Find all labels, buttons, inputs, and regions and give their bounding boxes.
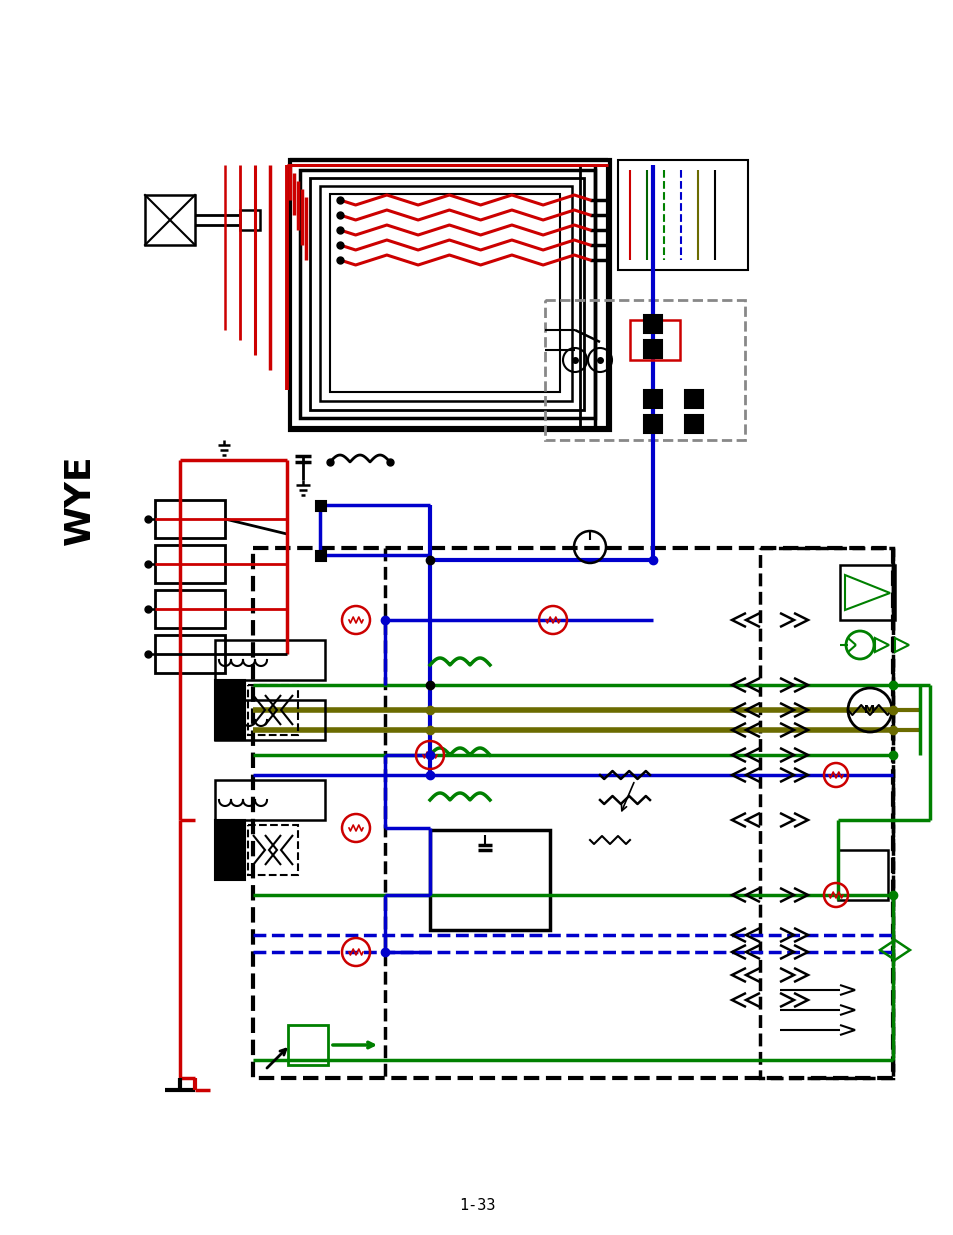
Bar (299, 170, 595, 417)
Bar (629, 320, 679, 359)
Bar (840, 564, 894, 620)
Bar (684, 415, 702, 433)
Text: WYE: WYE (63, 454, 97, 546)
Bar (154, 590, 225, 629)
Bar (643, 315, 661, 333)
Bar (214, 640, 325, 680)
Bar (214, 680, 245, 740)
Bar (544, 300, 744, 440)
Bar (214, 820, 245, 881)
Text: 1-33: 1-33 (458, 1198, 495, 1213)
Bar (430, 830, 550, 930)
Bar (319, 186, 572, 401)
Bar (154, 635, 225, 673)
Bar (310, 178, 583, 410)
Bar (288, 1025, 328, 1065)
Bar (330, 194, 559, 391)
Bar (154, 545, 225, 583)
Text: M: M (863, 705, 875, 715)
Bar (253, 548, 892, 1078)
Bar (760, 548, 892, 1078)
Bar (290, 161, 609, 430)
Bar (618, 161, 747, 270)
Bar (643, 340, 661, 358)
Bar (315, 551, 326, 561)
Bar (248, 685, 297, 735)
Bar (240, 210, 260, 230)
Bar (154, 500, 225, 538)
Bar (837, 850, 887, 900)
Bar (643, 390, 661, 408)
Bar (248, 825, 297, 876)
Bar (684, 390, 702, 408)
Bar (145, 195, 194, 245)
Bar (315, 501, 326, 511)
Bar (214, 781, 325, 820)
Bar (214, 700, 325, 740)
Bar (643, 415, 661, 433)
